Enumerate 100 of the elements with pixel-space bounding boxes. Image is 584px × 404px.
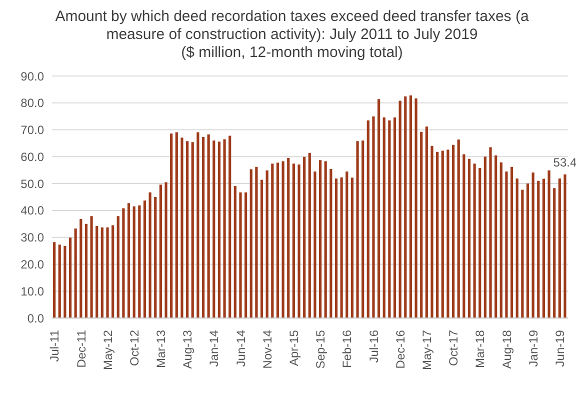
- bar: [484, 156, 486, 318]
- bar: [303, 156, 306, 318]
- bar: [340, 177, 343, 318]
- x-tick-label: Aug-13: [180, 330, 195, 369]
- bar: [553, 188, 556, 318]
- x-tick-label: Dec-16: [393, 330, 408, 369]
- bar: [244, 192, 248, 318]
- bar: [564, 174, 566, 318]
- bar: [548, 170, 550, 318]
- x-tick-label: Jul-11: [48, 330, 62, 362]
- bar: [398, 100, 402, 318]
- bar: [377, 99, 380, 318]
- bar: [334, 178, 338, 318]
- bar: [350, 178, 354, 318]
- bar: [441, 150, 444, 318]
- bar: [260, 180, 264, 318]
- bar: [154, 197, 157, 318]
- y-tick-label: 60.0: [20, 150, 44, 164]
- bar: [234, 186, 236, 318]
- bar: [516, 178, 518, 318]
- bar: [372, 116, 375, 318]
- x-tick-label: Mar-13: [154, 330, 168, 368]
- bar: [308, 152, 311, 318]
- bar: [393, 117, 396, 318]
- bar: [388, 120, 391, 318]
- x-tick-label: Apr-15: [287, 330, 302, 366]
- bar: [143, 200, 146, 318]
- bar: [212, 140, 216, 318]
- bar: [446, 150, 450, 318]
- bar: [64, 246, 66, 318]
- bar: [68, 238, 72, 318]
- bar: [53, 242, 56, 318]
- bar: [228, 136, 232, 318]
- bar: [425, 126, 428, 318]
- bar: [255, 166, 258, 318]
- bar: [84, 224, 88, 318]
- bar: [96, 226, 98, 318]
- bar: [180, 138, 184, 318]
- bar: [112, 225, 114, 318]
- bar: [366, 120, 370, 318]
- x-tick-label: Nov-14: [260, 330, 274, 369]
- x-tick-label: Aug-18: [500, 330, 514, 369]
- bar: [282, 161, 284, 318]
- bar: [191, 142, 194, 318]
- bar: [526, 184, 530, 318]
- bar: [457, 139, 460, 318]
- bar: [346, 171, 348, 318]
- bar: [532, 172, 534, 318]
- bar: [414, 98, 418, 318]
- bar: [148, 192, 152, 318]
- bar: [521, 190, 524, 318]
- bar: [436, 152, 439, 318]
- y-tick-label: 80.0: [20, 96, 44, 110]
- bar: [106, 227, 109, 318]
- x-tick-label: Oct-17: [446, 330, 461, 366]
- bar: [505, 171, 508, 318]
- bar: [500, 162, 502, 318]
- bar: [452, 144, 455, 318]
- x-tick-label: Jan-14: [207, 330, 222, 367]
- bar: [116, 216, 120, 318]
- x-tick-label: Jun-14: [234, 330, 248, 367]
- y-tick-label: 30.0: [20, 230, 44, 245]
- x-tick-label: Jul-16: [366, 330, 381, 363]
- bar: [382, 117, 386, 318]
- chart-subtitle: ($ million, 12-month moving total): [180, 44, 404, 62]
- bar: [170, 134, 173, 318]
- y-tick-label: 40.0: [20, 204, 44, 218]
- bar: [250, 169, 252, 318]
- data-label: 53.4: [553, 155, 577, 170]
- bar: [138, 205, 141, 318]
- y-tick-label: 10.0: [20, 284, 44, 298]
- bar: [409, 95, 412, 318]
- bar: [330, 169, 332, 318]
- bar: [186, 141, 189, 318]
- bar: [473, 164, 476, 318]
- bar: [202, 137, 205, 318]
- bar: [404, 96, 407, 318]
- bar: [90, 216, 93, 318]
- y-tick-label: 0.0: [27, 311, 44, 326]
- bar: [318, 160, 322, 318]
- bar: [494, 155, 498, 318]
- bar: [164, 182, 168, 318]
- bar: [132, 206, 136, 318]
- x-tick-label: May-17: [420, 330, 434, 370]
- y-tick-label: 70.0: [20, 123, 44, 138]
- bar: [207, 134, 210, 318]
- bar: [558, 178, 561, 318]
- bar: [127, 203, 130, 318]
- bar: [430, 146, 434, 318]
- bar: [298, 164, 300, 318]
- chart-title: Amount by which deed recordation taxes exceed deed transfer taxes (a measure of construction activity): July 2011 to July 2019: [54, 8, 530, 44]
- x-tick-label: Oct-12: [127, 330, 142, 366]
- y-tick-label: 20.0: [20, 257, 44, 272]
- bar: [100, 227, 104, 318]
- bar: [468, 158, 471, 318]
- x-tick-label: Feb-16: [340, 330, 354, 368]
- bar: [489, 147, 492, 318]
- bar: [356, 141, 359, 318]
- x-tick-label: Sep-15: [314, 330, 328, 369]
- bar: [266, 170, 268, 318]
